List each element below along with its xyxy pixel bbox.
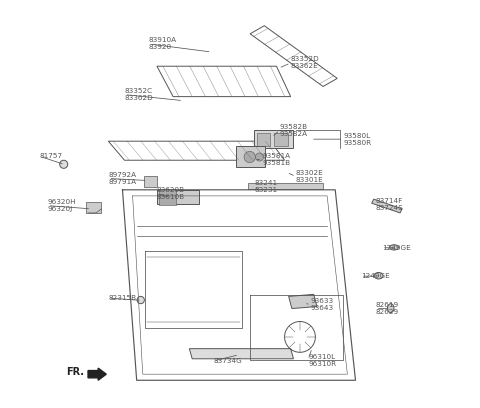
Text: 89792A
89791A: 89792A 89791A [108,172,136,185]
Text: 93580L
93580R: 93580L 93580R [343,133,372,146]
Circle shape [255,153,264,161]
Bar [236,146,265,167]
Text: 93633
93643: 93633 93643 [311,298,334,311]
Circle shape [60,160,68,169]
Text: 83352C
83362D: 83352C 83362D [124,88,153,101]
Circle shape [137,296,144,304]
Text: 83352D
83362E: 83352D 83362E [291,56,319,69]
Ellipse shape [374,273,383,279]
Bar [159,189,176,205]
Text: 81757: 81757 [39,153,62,159]
Bar [257,133,270,146]
Text: 83302E
83301E: 83302E 83301E [296,170,324,183]
Polygon shape [288,294,317,308]
Ellipse shape [387,304,394,313]
Text: 83241
83231: 83241 83231 [254,180,277,193]
Text: 96310L
96310R: 96310L 96310R [308,353,336,366]
Text: 93581A
93581B: 93581A 93581B [262,153,290,166]
Text: 1249GE: 1249GE [361,273,389,279]
Ellipse shape [390,245,398,250]
Text: 82315B: 82315B [108,295,136,301]
Circle shape [244,151,255,163]
Bar [157,190,200,204]
Bar [275,133,288,146]
Bar [248,183,323,189]
FancyArrow shape [88,368,106,380]
Text: 83910A
83920: 83910A 83920 [149,38,177,51]
Bar [144,176,156,187]
Polygon shape [372,199,402,213]
Bar [254,130,293,148]
Text: 96320H
96320J: 96320H 96320J [48,199,76,212]
Text: 83734G: 83734G [214,358,242,364]
Text: 83620B
83610B: 83620B 83610B [157,187,185,200]
Text: 93582B
93582A: 93582B 93582A [280,124,308,137]
Text: 83714F
83724S: 83714F 83724S [376,197,404,211]
Bar [86,202,101,213]
Text: FR.: FR. [66,367,84,377]
Polygon shape [189,349,293,359]
Text: 1249GE: 1249GE [382,245,410,251]
Text: 82619
82629: 82619 82629 [376,302,399,315]
